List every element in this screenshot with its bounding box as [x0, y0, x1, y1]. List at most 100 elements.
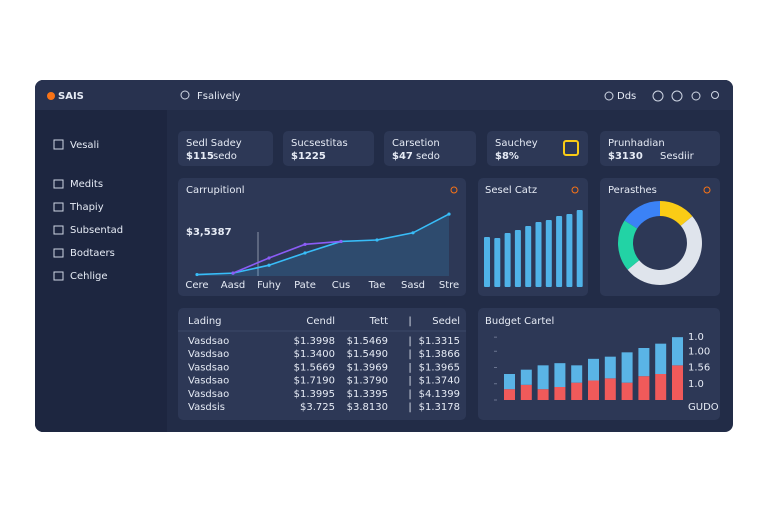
headline-value: $3,5387 — [186, 227, 232, 238]
stacked-bar — [672, 365, 683, 400]
table-cell: $1.3400 — [294, 349, 335, 360]
point — [339, 239, 343, 244]
logo-dot — [47, 92, 55, 100]
bar — [576, 210, 583, 287]
kpi-note: Sesdiir — [660, 151, 695, 162]
table-cell: $1.7190 — [294, 376, 335, 387]
stacked-bar — [604, 356, 616, 379]
menu-item: Cehlige — [70, 271, 108, 282]
table-cell: $1.3740 — [419, 376, 460, 387]
table-header: Tett — [369, 316, 388, 327]
kpi-label: Carsetion — [392, 138, 440, 149]
stacked-bar — [638, 348, 650, 377]
kpi-value: $115 — [186, 151, 214, 162]
menu-icon — [53, 179, 64, 189]
menu-icon — [53, 271, 64, 281]
table-cell: $1.3178 — [419, 402, 460, 413]
stacked-bar — [621, 352, 633, 383]
point — [411, 231, 415, 235]
y-tick-label: 1.0 — [688, 379, 704, 390]
stacked-bar — [655, 343, 667, 374]
chart-title: Perasthes — [608, 185, 657, 196]
y-tick-label: 1.00 — [688, 346, 710, 357]
panel — [384, 131, 476, 166]
panel-menu — [703, 186, 711, 194]
kpi-label: Sauchey — [495, 138, 538, 149]
kpi-value: $47 — [392, 151, 413, 162]
logo: SAIS — [58, 91, 84, 102]
menu-icon — [53, 248, 64, 258]
search-box: Fsalively — [197, 91, 240, 102]
search-icon — [180, 90, 190, 100]
table-cell: $1.3790 — [347, 376, 388, 387]
x-tick-label: Cere — [185, 280, 208, 291]
table-cell: Vasdsao — [188, 336, 229, 347]
table-cell: $1.5490 — [347, 349, 388, 360]
stacked-bar — [537, 365, 549, 390]
stacked-bar — [504, 389, 515, 400]
kpi-label: Sedl Sadey — [186, 138, 242, 149]
chart-title: Budget Cartel — [485, 316, 554, 327]
table-cell: $1.5469 — [347, 336, 388, 347]
table-cell: Vasdsis — [188, 402, 225, 413]
menu-item: Subsentad — [70, 225, 123, 236]
bar — [484, 237, 490, 287]
stacked-bar — [554, 363, 566, 387]
table-cell: $1.5669 — [294, 362, 335, 373]
icon[interactable] — [691, 91, 701, 101]
stacked-bar — [621, 382, 633, 400]
table-cell: $1.3998 — [294, 336, 335, 347]
point — [447, 212, 451, 216]
table-header: | — [408, 316, 411, 327]
stacked-bar — [604, 378, 616, 400]
menu-item: Thapiy — [69, 202, 104, 213]
point — [267, 263, 271, 267]
table-cell: | — [408, 349, 411, 360]
icon[interactable] — [671, 90, 683, 102]
top-bar — [35, 80, 733, 110]
y-tick-label: GUDO — [688, 402, 719, 413]
area — [197, 214, 449, 276]
x-tick-label: Aasd — [221, 280, 246, 291]
table-cell: Vasdsao — [188, 349, 229, 360]
x-tick-label: Sasd — [401, 280, 425, 291]
x-tick-label: Tae — [368, 280, 386, 291]
icon[interactable] — [604, 91, 614, 101]
table-cell: $3.8130 — [347, 402, 388, 413]
panel — [283, 131, 374, 166]
bar — [535, 222, 542, 287]
kpi-label: Prunhadian — [608, 138, 665, 149]
table-cell: Vasdsao — [188, 389, 229, 400]
toolbar-label: Dds — [617, 91, 636, 102]
kpi-note: sedo — [416, 151, 440, 162]
table-cell: $1.3995 — [294, 389, 335, 400]
table-cell: $4.1399 — [419, 389, 460, 400]
stacked-bar — [537, 389, 549, 400]
stacked-bar — [520, 369, 532, 385]
icon[interactable] — [652, 90, 664, 102]
chart-title: Sesel Catz — [485, 185, 537, 196]
x-tick-label: Fuhy — [257, 280, 281, 291]
table-cell: | — [408, 362, 411, 373]
sidebar — [35, 110, 167, 432]
point — [267, 256, 271, 260]
icon[interactable] — [711, 91, 719, 99]
table-cell: $1.3395 — [347, 389, 388, 400]
menu-icon — [53, 225, 64, 235]
kpi-icon — [563, 140, 579, 156]
table-cell: $3.725 — [300, 402, 335, 413]
kpi-value: $3130 — [608, 151, 643, 162]
kpi-label: Sucsestitas — [291, 138, 348, 149]
line — [196, 213, 450, 276]
x-tick-label: Stre — [439, 280, 459, 291]
point — [303, 251, 307, 255]
line — [232, 240, 342, 274]
sidebar-title: Vesali — [70, 140, 99, 151]
donut-segment — [618, 220, 640, 270]
table-cell: $1.3969 — [347, 362, 388, 373]
donut-segment — [627, 216, 702, 285]
y-tick-label: 1.56 — [688, 363, 710, 374]
bar — [566, 214, 573, 287]
